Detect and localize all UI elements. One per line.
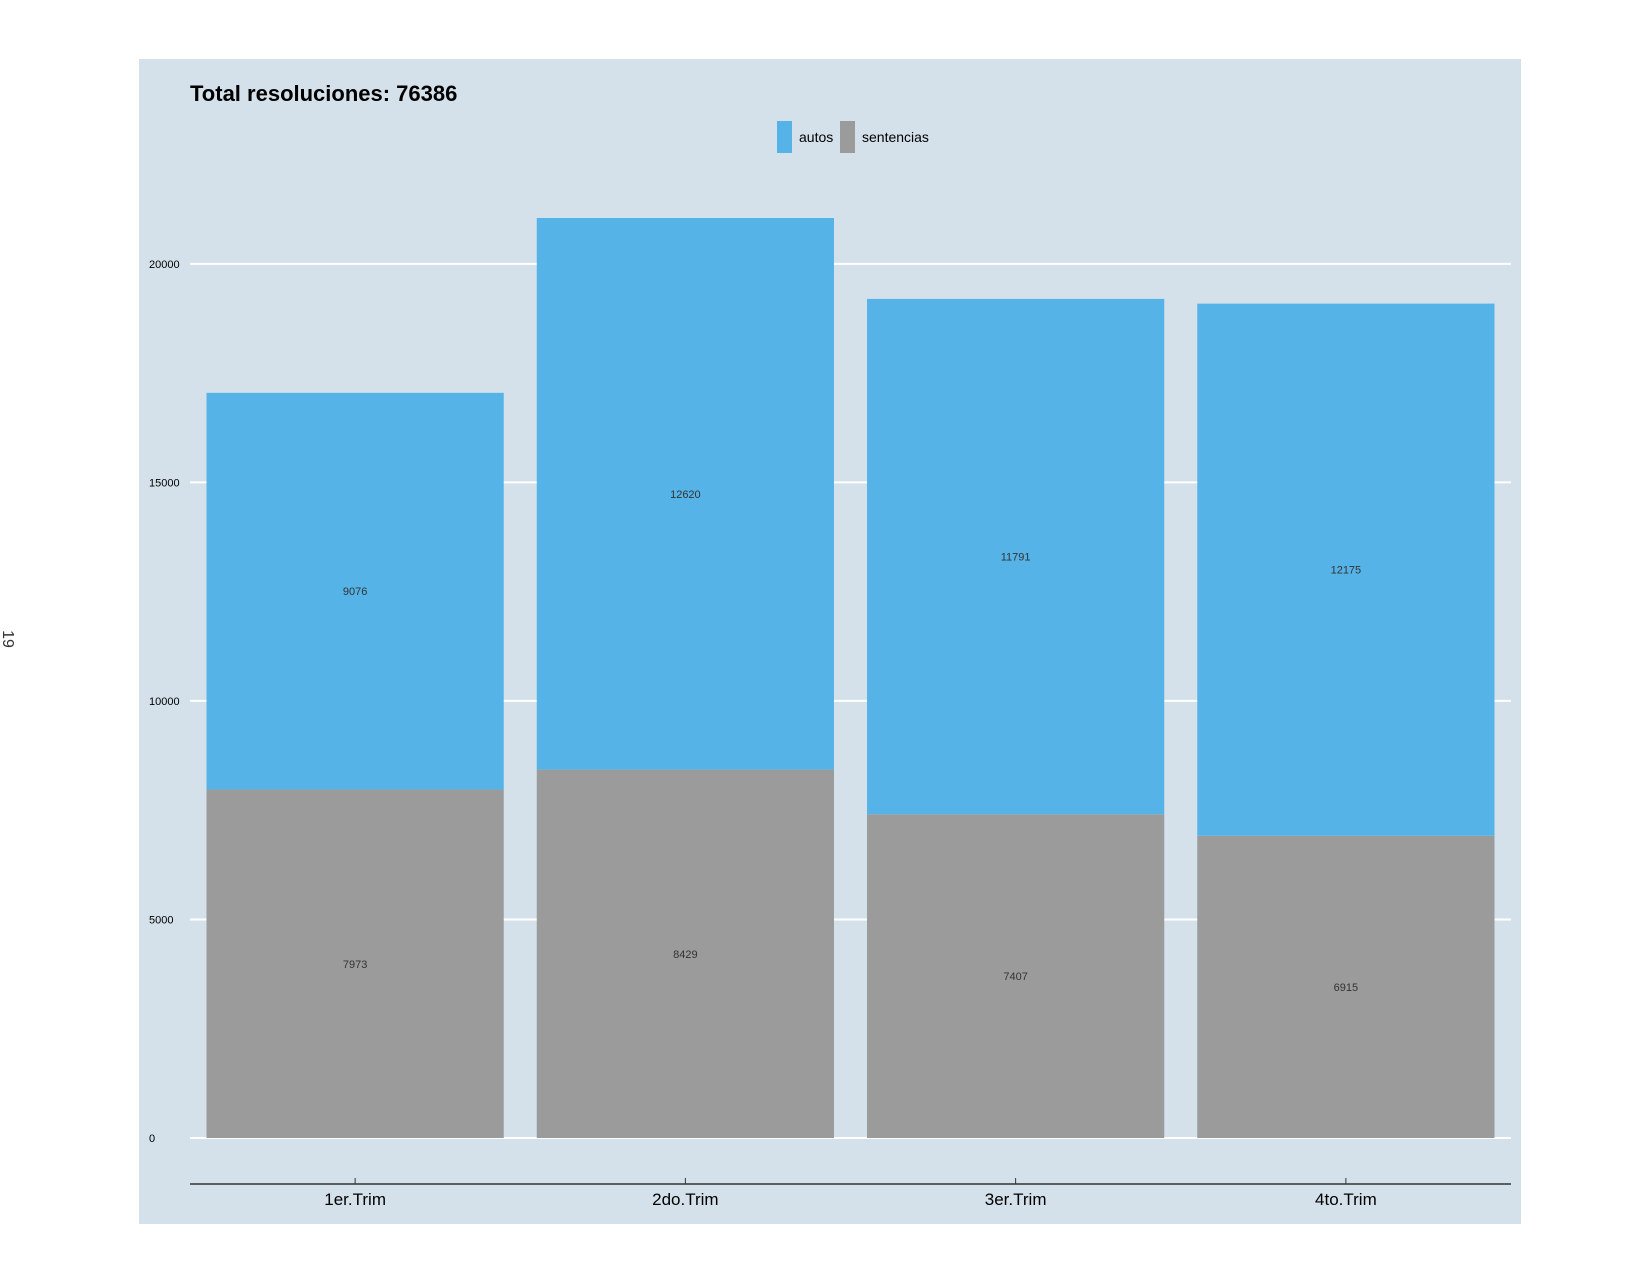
y-axis: 0 5000 10000 15000 20000 bbox=[149, 259, 180, 1145]
data-label-autos: 12175 bbox=[1331, 565, 1362, 577]
bar-autos bbox=[867, 298, 1165, 815]
x-tick-label: 1er.Trim bbox=[324, 1190, 386, 1209]
y-tick-label: 0 bbox=[149, 1133, 155, 1145]
data-label-sentencias: 7407 bbox=[1003, 971, 1027, 983]
data-label-autos: 11791 bbox=[1001, 552, 1031, 564]
y-tick-label: 15000 bbox=[149, 477, 180, 489]
x-tick-label: 2do.Trim bbox=[652, 1190, 718, 1209]
bar-sentencias bbox=[536, 769, 834, 1138]
bar-sentencias bbox=[1197, 835, 1495, 1138]
legend-label-sentencias: sentencias bbox=[862, 129, 929, 145]
legend: autos sentencias bbox=[777, 121, 929, 153]
x-axis: 1er.Trim 2do.Trim 3er.Trim 4to.Trim bbox=[190, 1178, 1511, 1209]
bar-sentencias bbox=[867, 814, 1165, 1138]
bar-sentencias bbox=[206, 789, 504, 1138]
bar-autos bbox=[536, 218, 834, 770]
y-tick-label: 10000 bbox=[149, 696, 180, 708]
bar-autos bbox=[206, 392, 504, 790]
page-number: 19 bbox=[0, 630, 16, 648]
y-tick-label: 20000 bbox=[149, 259, 180, 271]
legend-label-autos: autos bbox=[799, 129, 833, 145]
x-tick-label: 3er.Trim bbox=[985, 1190, 1047, 1209]
y-tick-label: 5000 bbox=[149, 914, 173, 926]
data-label-autos: 12620 bbox=[670, 489, 701, 501]
legend-swatch-sentencias bbox=[840, 121, 855, 153]
data-label-sentencias: 7973 bbox=[343, 959, 367, 971]
data-label-sentencias: 6915 bbox=[1334, 982, 1358, 994]
data-labels: 7973 9076 8429 12620 7407 11791 6915 12175 bbox=[343, 489, 1361, 994]
data-label-autos: 9076 bbox=[343, 586, 367, 598]
data-label-sentencias: 8429 bbox=[673, 949, 697, 961]
chart-title: Total resoluciones: 76386 bbox=[190, 81, 457, 106]
bars bbox=[206, 218, 1495, 1138]
x-tick-label: 4to.Trim bbox=[1315, 1190, 1377, 1209]
bar-autos bbox=[1197, 303, 1495, 836]
legend-swatch-autos bbox=[777, 121, 792, 153]
